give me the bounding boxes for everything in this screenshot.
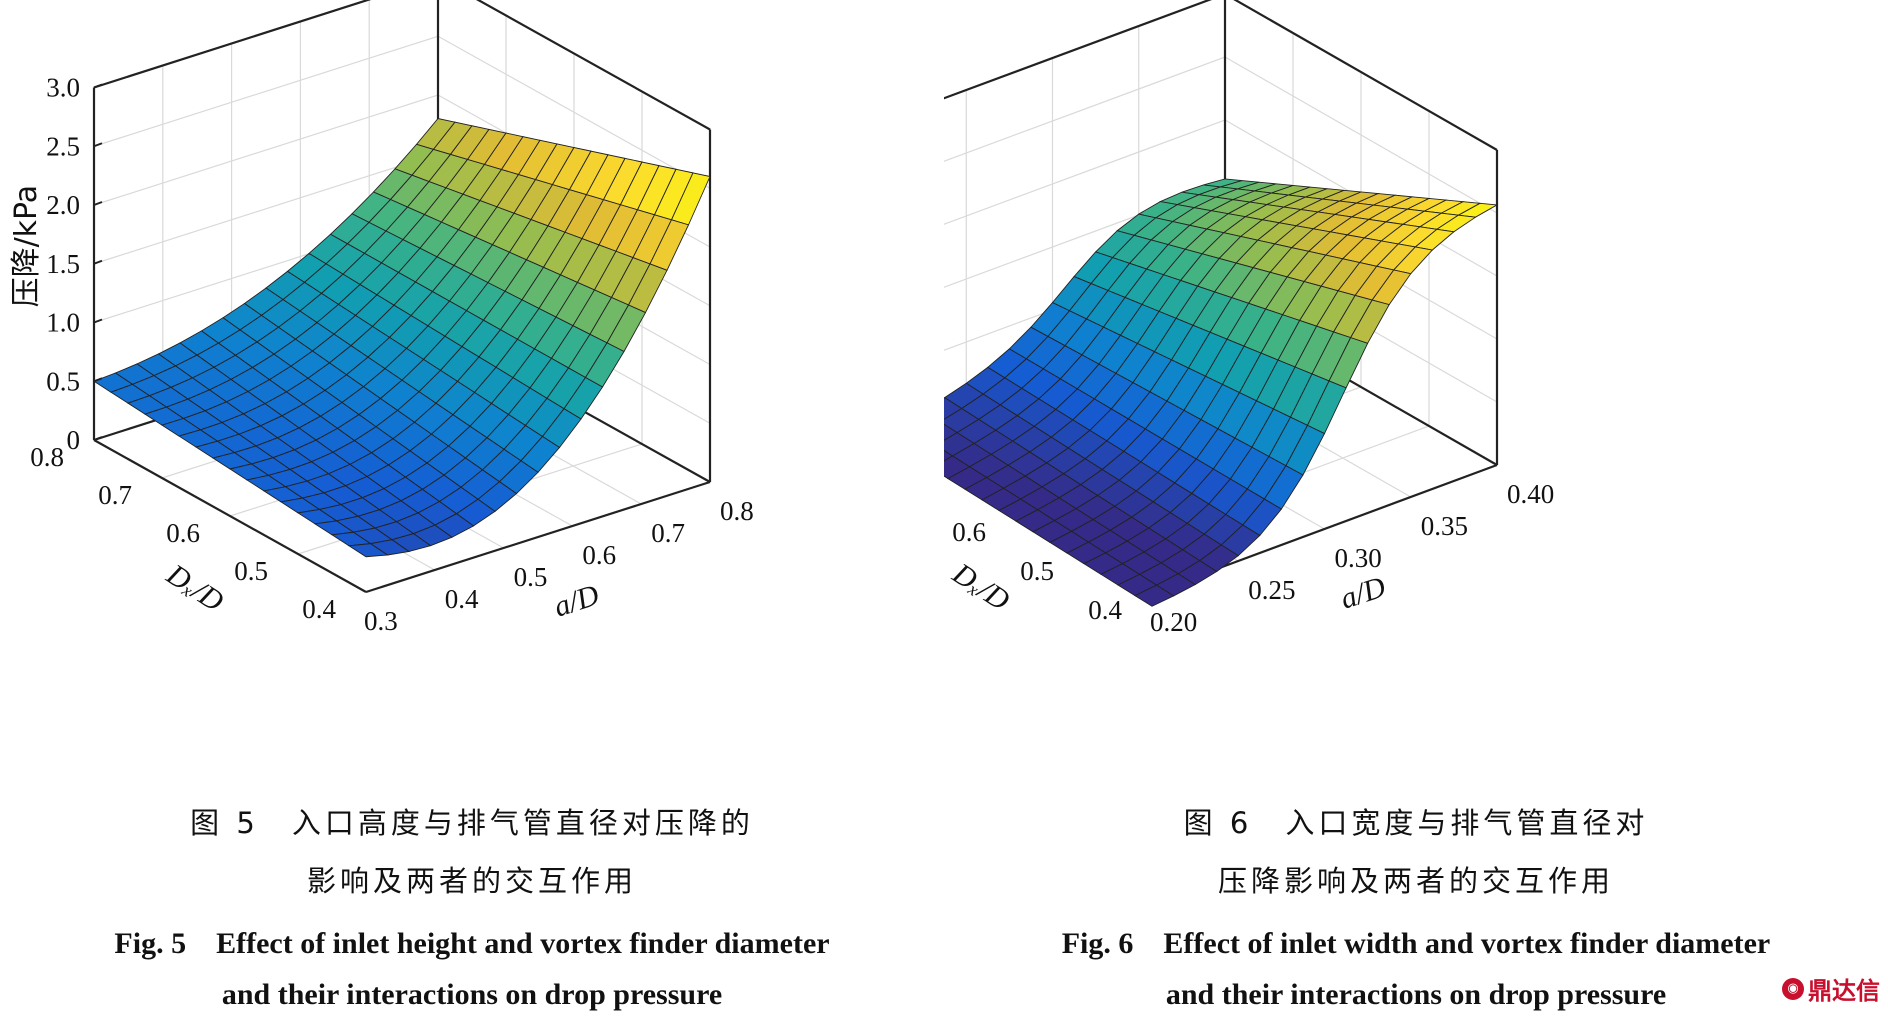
z-tick-mark [93,259,103,265]
y-tick-label: 0.7 [98,480,132,510]
surface-plot-fig6: 0.51.01.52.02.53.00.40.50.60.70.80.200.2… [944,0,1554,637]
box-edge [365,480,711,594]
x-tick-label: 0.20 [1150,607,1197,637]
surface-patch [347,543,389,558]
y-tick-label: 0.5 [234,556,268,586]
x-tick-label: 0.7 [651,518,685,548]
x-tick-label: 0.6 [582,540,616,570]
box-edge [944,0,1212,100]
watermark-logo: ◉ 鼎达信 [1782,971,1880,1006]
z-tick-label: 0.5 [46,366,80,396]
z-tick-label: 1.5 [46,249,80,279]
gridline-z [944,0,1498,151]
x-tick-label: 0.3 [364,606,398,636]
box-edge [93,0,372,89]
z-tick-label: 3.0 [46,73,80,103]
y-tick-label: 0.5 [1020,556,1054,586]
x-tick-label: 0.5 [514,562,548,592]
z-tick-mark [93,201,103,206]
figure-6: 0.51.01.52.02.53.00.40.50.60.70.80.200.2… [944,0,1888,1016]
y-tick-label: 0.4 [1088,595,1122,625]
x-tick-label: 0.30 [1335,543,1382,573]
caption-cn-line1: 图 5 入口高度与排气管直径对压降的 [190,806,754,840]
z-tick-mark [93,318,103,324]
x-axis-label: a/D [550,578,603,623]
x-tick-label: 0.40 [1507,479,1554,509]
box-edge [476,0,711,131]
watermark-text: 鼎达信 [1808,977,1880,1005]
x-tick-label: 0.8 [720,496,754,526]
surface [93,118,711,558]
z-tick-label: 2.5 [46,131,80,161]
gridline-z [93,0,711,131]
z-tick-label: 0 [67,425,81,455]
z-tick-mark [93,377,103,383]
caption-cn-line1: 图 6 入口宽度与排气管直径对 [1183,806,1649,840]
box-edge [1233,0,1498,151]
x-axis-label: a/D [1336,570,1389,615]
y-tick-label: 0.8 [30,442,64,472]
z-tick-mark [93,142,103,148]
z-axis-label: 压降/kPa [9,185,44,308]
caption-en-line2: and their interactions on drop pressure [1165,978,1667,1011]
x-tick-label: 0.4 [445,584,479,614]
y-axis-label: Dₓ/D [160,557,230,618]
surface-patch [1134,584,1175,607]
box-edge [93,439,367,593]
z-tick-label: 1.0 [46,308,80,338]
caption-en-line1: Fig. 6 Effect of inlet width and vortex … [1061,927,1771,960]
caption-cn-line2: 压降影响及两者的交互作用 [1217,864,1614,898]
z-tick-mark [93,436,103,441]
y-axis-label: Dₓ/D [946,556,1016,617]
logo-icon: ◉ [1782,977,1804,1000]
y-tick-label: 0.4 [302,594,336,624]
x-tick-label: 0.25 [1248,575,1295,605]
caption-en-line1: Fig. 5 Effect of inlet height and vortex… [114,927,830,960]
surface [944,178,1499,607]
y-tick-label: 0.6 [166,518,200,548]
y-tick-label: 0.6 [952,517,986,547]
caption-cn-line2: 影响及两者的交互作用 [306,864,637,898]
x-tick-label: 0.35 [1421,511,1468,541]
figure-5: 0 0.5 1.0 1.5 2.0 2.5 3.0 0.4 0.5 0.6 0.7 0.8 0.3 0.4… [9,0,830,1011]
surface-plot-fig5: 0 0.5 1.0 1.5 2.0 2.5 3.0 0.4 0.5 0.6 0.7 0.8 0.3 0.4… [9,0,754,636]
caption-en-line2: and their interactions on drop pressure [221,978,723,1011]
z-tick-label: 2.0 [46,190,80,220]
z-tick-mark [93,83,103,89]
